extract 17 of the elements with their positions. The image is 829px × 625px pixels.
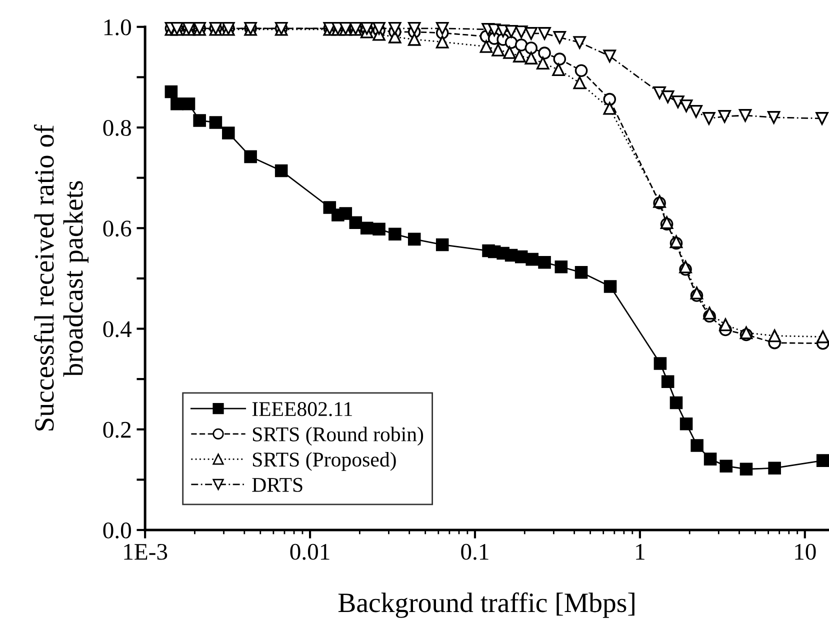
y-tick-label: 0.4 — [103, 321, 132, 338]
y-axis-title: Successful received ratio of broadcast packets — [34, 124, 88, 430]
legend-label: SRTS (Proposed) — [252, 452, 396, 471]
x-tick-label: 10 — [795, 544, 816, 560]
x-tick-label: 1E-3 — [124, 544, 168, 560]
x-tick-label: 0.1 — [461, 544, 488, 560]
y-tick-label: 0.8 — [103, 120, 131, 136]
x-tick-label: 1 — [636, 544, 644, 560]
legend-label: SRTS (Round robin) — [252, 426, 424, 446]
legend-label: IEEE802.11 — [252, 402, 352, 416]
y-tick-label: 1.0 — [104, 19, 131, 36]
x-tick-label: 0.01 — [290, 544, 330, 560]
x-axis-title: Background traffic [Mbps] — [338, 592, 634, 618]
y-tick-label: 0.6 — [103, 220, 132, 237]
legend-label: DRTS — [252, 478, 302, 492]
y-tick-label: 0.2 — [103, 422, 131, 438]
y-tick-label: 0.0 — [103, 522, 131, 539]
